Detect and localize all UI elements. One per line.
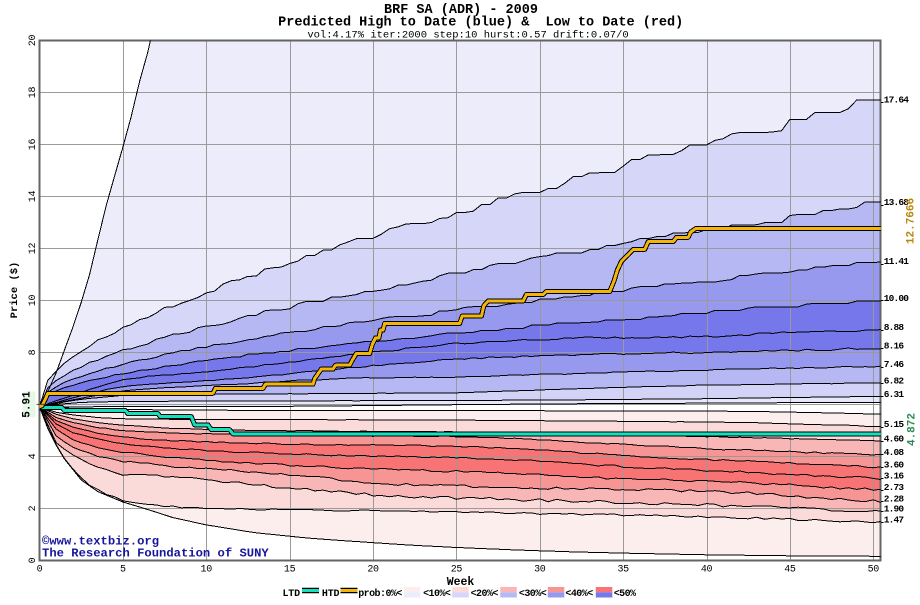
svg-text:45: 45 [784,565,796,576]
svg-text:HTD: HTD [322,589,340,600]
svg-text:4.08: 4.08 [884,447,905,458]
svg-text:1.47: 1.47 [884,515,905,526]
svg-text:Price ($): Price ($) [9,262,21,319]
svg-text:©www.textbiz.org: ©www.textbiz.org [42,535,159,549]
svg-text:<30%<: <30%< [519,589,547,600]
svg-text:4: 4 [28,453,39,459]
svg-text:20: 20 [28,35,39,47]
svg-text:BRF SA (ADR) - 2009: BRF SA (ADR) - 2009 [384,3,538,18]
svg-text:3.16: 3.16 [884,471,905,482]
svg-text:8.88: 8.88 [884,322,905,333]
svg-text:12: 12 [28,243,39,255]
svg-text:0: 0 [28,557,39,563]
svg-text:4.60: 4.60 [884,433,905,444]
svg-text:2.28: 2.28 [884,494,905,505]
svg-text:1.90: 1.90 [884,504,905,515]
svg-text:0: 0 [37,565,43,576]
svg-text:<50%: <50% [614,589,636,600]
svg-text:40: 40 [701,565,713,576]
svg-text:2.73: 2.73 [884,482,905,493]
svg-text:35: 35 [617,565,629,576]
svg-text:8: 8 [28,349,39,355]
svg-text:10: 10 [28,295,39,307]
svg-text:Week: Week [447,576,475,589]
svg-text:5.91: 5.91 [22,391,34,418]
svg-text:6.31: 6.31 [884,389,905,400]
svg-text:50: 50 [868,565,880,576]
svg-text:7.46: 7.46 [884,359,905,370]
svg-text:prob:0%<: prob:0%< [358,588,402,600]
svg-text:Predicted High to Date (blue): Predicted High to Date (blue) & Low to D… [278,16,683,31]
svg-text:5.15: 5.15 [884,419,905,430]
svg-text:6.82: 6.82 [884,376,905,387]
svg-text:16: 16 [28,139,39,151]
svg-text:<10%<: <10%< [423,589,451,600]
svg-text:3.60: 3.60 [884,459,905,470]
svg-text:11.41: 11.41 [884,256,910,267]
svg-text:10: 10 [201,565,213,576]
svg-text:5: 5 [120,565,126,576]
svg-text:17.64: 17.64 [884,94,910,105]
svg-text:12.7666: 12.7666 [906,198,918,244]
svg-text:18: 18 [28,87,39,99]
svg-text:13.68: 13.68 [884,197,910,208]
svg-text:4.872: 4.872 [907,413,919,446]
svg-text:The Research Foundation of SUN: The Research Foundation of SUNY [42,547,269,561]
svg-text:2: 2 [28,505,39,511]
svg-text:vol:4.17% iter:2000 step:10 hu: vol:4.17% iter:2000 step:10 hurst:0.57 d… [307,29,628,41]
svg-text:8.16: 8.16 [884,341,905,352]
svg-text:25: 25 [451,565,463,576]
svg-text:20: 20 [367,565,379,576]
svg-text:30: 30 [534,565,546,576]
svg-text:<40%<: <40%< [565,589,593,600]
svg-text:15: 15 [284,565,296,576]
svg-text:14: 14 [28,191,39,203]
svg-text:10.00: 10.00 [884,293,910,304]
svg-text:<20%<: <20%< [471,589,499,600]
svg-text:LTD: LTD [283,589,301,600]
